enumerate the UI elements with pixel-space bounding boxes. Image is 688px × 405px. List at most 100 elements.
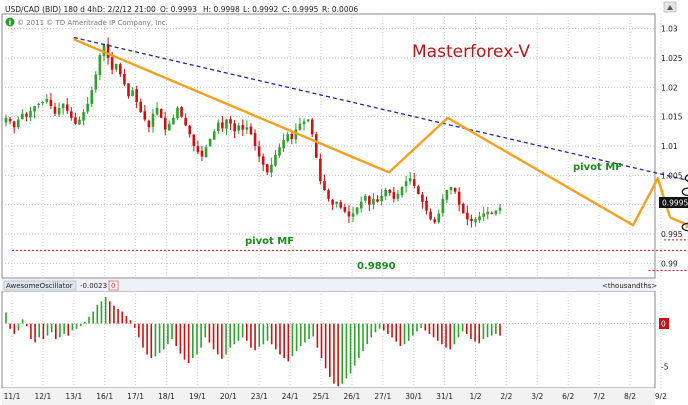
time-tick-label: 24/1 — [282, 392, 299, 401]
candle-body — [45, 99, 49, 102]
panel-separator — [2, 279, 655, 291]
price-tick-label: 1.03 — [661, 25, 678, 34]
time-tick-label: 9/2 — [655, 392, 667, 401]
candle-body — [8, 118, 12, 122]
candle-body — [216, 122, 220, 132]
oscillator-value2-box — [108, 280, 119, 291]
candle-body — [433, 219, 436, 223]
candle-body — [37, 103, 40, 106]
candle-body — [474, 219, 477, 223]
date-readout: D: 2/2/12 21:00 — [97, 5, 156, 14]
candle-body — [445, 190, 449, 200]
time-tick-label: 17/1 — [127, 392, 144, 401]
candle-body — [494, 210, 498, 214]
scroll-up-icon[interactable] — [663, 1, 677, 13]
time-tick-label: 19/1 — [189, 392, 206, 401]
candle-body — [180, 107, 183, 117]
price-tick-label: 1.01 — [661, 142, 678, 151]
candle-body — [282, 140, 285, 149]
oscillator-value: -0.0023 — [80, 282, 107, 290]
price-tick-label: 1.005 — [661, 171, 683, 180]
candle-body — [65, 104, 69, 111]
oscillator-panel-frame — [1, 290, 656, 389]
x-axis-bar — [2, 388, 655, 405]
candle-body — [437, 213, 441, 223]
candle-body — [90, 90, 94, 104]
time-tick-label: 25/1 — [313, 392, 330, 401]
candle-body — [78, 119, 81, 125]
candle-body — [384, 190, 387, 197]
candle-body — [204, 147, 208, 158]
candle-body — [359, 201, 363, 209]
candle-body — [188, 125, 192, 135]
candle-body — [143, 111, 147, 120]
candle-body — [4, 117, 8, 123]
candle-body — [131, 90, 134, 96]
candle-body — [172, 117, 175, 125]
oscillator-name: AwesomeOscillator — [6, 282, 73, 290]
candle-body — [70, 111, 73, 118]
time-tick-label: 23/1 — [251, 392, 268, 401]
candle-body — [461, 203, 465, 214]
oscillator-bars — [5, 297, 501, 387]
candle-body — [376, 199, 379, 202]
candle-body — [196, 146, 200, 152]
level-label: 0.9890 — [357, 261, 396, 272]
low-readout: L: 0.9992 — [243, 5, 279, 14]
info-icon[interactable]: i — [5, 17, 15, 28]
trend-zigzag-line — [73, 38, 672, 227]
target-circle — [684, 174, 688, 182]
candle-body — [249, 126, 253, 135]
time-tick-label: 11/1 — [4, 392, 21, 401]
candle-body — [339, 202, 343, 208]
time-tick-label: 20/1 — [220, 392, 237, 401]
time-tick-label: 30/1 — [405, 392, 422, 401]
horizontal-gridlines — [2, 28, 655, 264]
candle-body — [286, 134, 290, 142]
candle-body — [278, 147, 281, 156]
time-tick-label: 13/1 — [65, 392, 82, 401]
pivot-levels — [12, 226, 688, 271]
candle-body — [327, 190, 330, 199]
candle-body — [323, 181, 326, 190]
candle-body — [102, 45, 106, 56]
candle-body — [57, 107, 61, 115]
candle-body — [221, 122, 224, 129]
candle-body — [294, 129, 298, 140]
candle-body — [298, 123, 302, 130]
candle-body — [208, 138, 212, 147]
candle-body — [396, 194, 400, 199]
svg-text:i: i — [9, 19, 11, 27]
candle-body — [347, 211, 351, 217]
time-tick-label: 12/1 — [34, 392, 51, 401]
time-tick-label: 31/1 — [436, 392, 453, 401]
candle-body — [16, 119, 20, 128]
candle-body — [380, 195, 383, 202]
candle-body — [400, 187, 404, 196]
candlesticks — [4, 37, 502, 228]
pivot-label-upper: pivot MF — [573, 162, 622, 173]
candle-body — [314, 134, 318, 158]
candle-body — [478, 216, 481, 221]
candle-body — [257, 146, 261, 157]
brand-title: Masterforex-V — [412, 42, 530, 62]
candle-body — [270, 164, 273, 173]
open-readout: O: 0.9993 — [160, 5, 197, 14]
time-tick-label: 16/1 — [96, 392, 113, 401]
candle-body — [237, 125, 241, 131]
target-circle — [681, 187, 688, 197]
time-tick-label: 18/1 — [158, 392, 175, 401]
candle-body — [245, 127, 249, 130]
candle-body — [486, 211, 490, 215]
candle-body — [265, 164, 269, 173]
candle-body — [119, 64, 122, 75]
candle-body — [176, 107, 179, 119]
candle-body — [368, 196, 371, 205]
candle-body — [110, 57, 114, 70]
candle-body — [127, 83, 130, 97]
candle-body — [25, 113, 28, 117]
oscillator-name-box[interactable] — [3, 280, 77, 291]
oscillator-badge-text: 0 — [661, 320, 666, 329]
candle-body — [98, 55, 102, 75]
